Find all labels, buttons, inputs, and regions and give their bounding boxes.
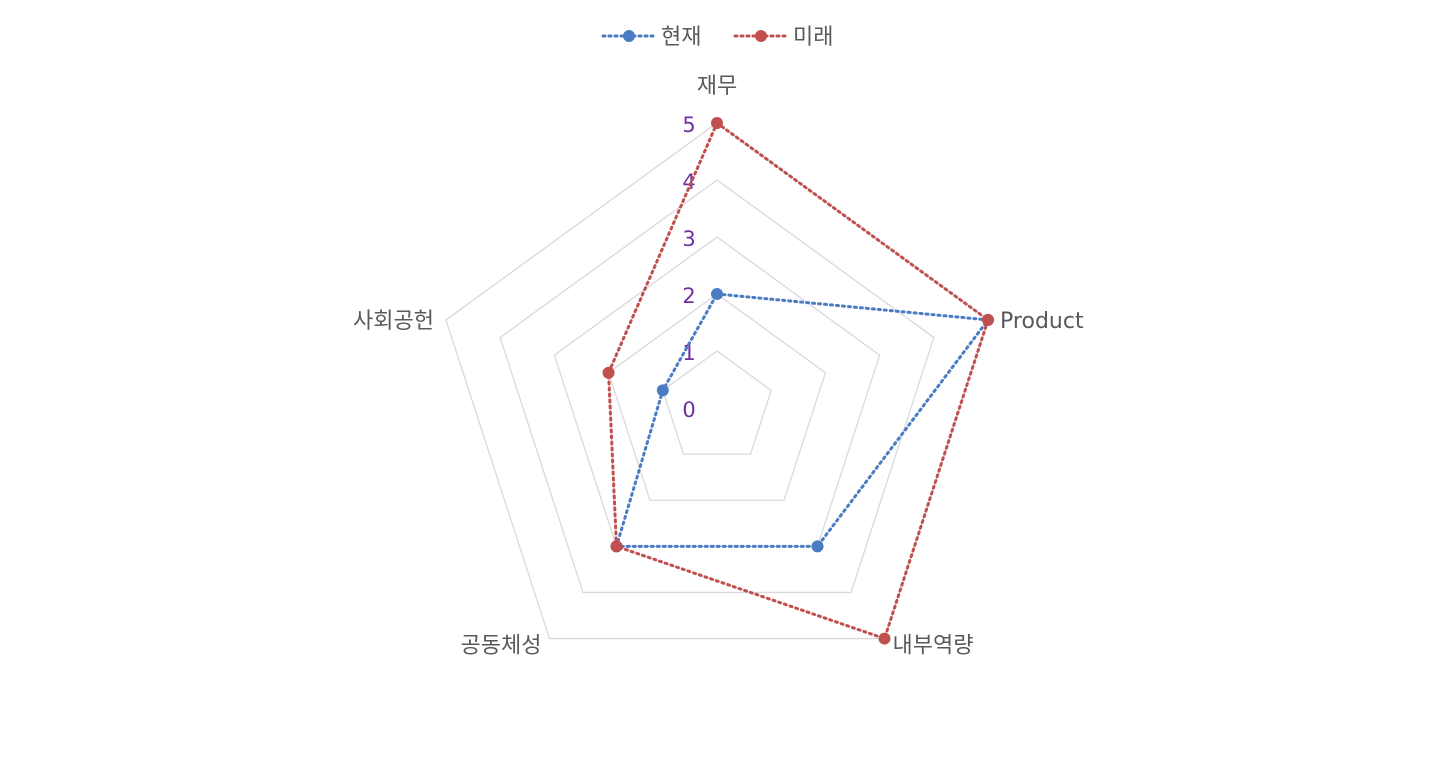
category-labels: 재무 Product 내부역량 공동체성 사회공헌	[353, 74, 1084, 659]
data-point	[656, 384, 669, 397]
category-label: 공동체성	[461, 634, 542, 659]
data-point	[982, 313, 995, 326]
grid-ring-1	[662, 350, 772, 455]
grid-ring-2	[607, 293, 827, 501]
legend-label: 미래	[793, 25, 833, 50]
category-label: 사회공헌	[353, 309, 434, 334]
tick-label-5: 5	[682, 113, 695, 137]
legend[interactable]: 현재 미래	[601, 25, 833, 50]
category-label: Product	[1000, 309, 1084, 334]
grid-ring-5	[445, 122, 989, 640]
legend-marker	[755, 30, 767, 42]
series-0	[610, 288, 995, 553]
category-label: 재무	[697, 74, 737, 99]
category-label: 내부역량	[893, 634, 974, 659]
data-point	[711, 288, 723, 300]
series-1	[602, 117, 995, 645]
grid-ring-4	[499, 179, 935, 594]
tick-label-0: 0	[682, 398, 695, 422]
tick-label-2: 2	[682, 284, 695, 308]
data-point	[878, 632, 891, 645]
data-point	[602, 366, 615, 379]
tick-label-4: 4	[682, 170, 695, 194]
legend-item-0[interactable]: 현재	[601, 25, 701, 50]
series-line	[614, 292, 991, 548]
legend-label: 현재	[661, 25, 701, 50]
grid	[445, 122, 989, 640]
series-group	[602, 117, 995, 645]
legend-marker	[623, 30, 635, 42]
data-point	[811, 540, 824, 553]
data-point	[610, 540, 623, 553]
series-line	[607, 120, 990, 641]
data-point	[711, 117, 723, 129]
legend-item-1[interactable]: 미래	[733, 25, 833, 50]
tick-label-3: 3	[682, 227, 695, 251]
